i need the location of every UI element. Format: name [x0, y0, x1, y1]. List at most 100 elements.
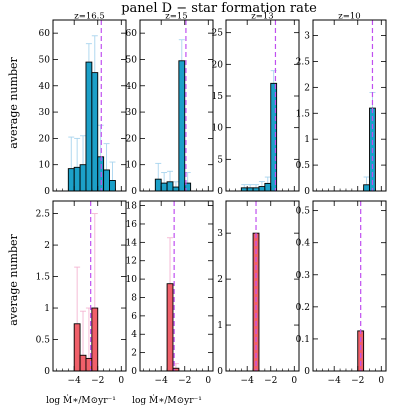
bar — [91, 72, 99, 192]
bar — [160, 182, 168, 192]
ytick-label: 2 — [217, 275, 223, 285]
xtick-label: −4 — [328, 376, 342, 386]
ytick-label: 16 — [126, 220, 138, 230]
xtick-label: −2 — [264, 376, 277, 386]
bar — [67, 168, 75, 192]
panel-top-4: 0 0.5 1 1.5 2 2.5 3 z=10 — [296, 12, 387, 197]
ytick-label: 14 — [126, 238, 138, 248]
bar — [73, 323, 81, 372]
ytick-label: 0 — [131, 187, 137, 197]
bar — [172, 186, 180, 192]
ytick-label: 3 — [217, 229, 223, 239]
bar — [363, 184, 370, 192]
xtick-label: −2 — [91, 376, 104, 386]
panel-top-3: 0 5 10 15 20 25 z=13 — [212, 12, 300, 197]
ytick-label: 50 — [39, 55, 51, 65]
bar — [73, 166, 81, 192]
xtick-label: −4 — [241, 376, 255, 386]
ytick-label: 20 — [39, 134, 51, 144]
ytick-label: 10 — [126, 161, 138, 171]
ytick-label: 1.5 — [296, 109, 311, 119]
ylabel-top: average number — [7, 56, 20, 148]
xtick-label: 0 — [378, 376, 384, 386]
ytick-label: 10 — [212, 124, 224, 134]
bar — [79, 354, 87, 372]
ytick-label: 8 — [131, 293, 137, 303]
xlabel-1: log Ṁ∗/M⊙yr⁻¹ — [46, 394, 116, 406]
ytick-label: 4 — [131, 330, 137, 340]
ytick-label: 0 — [304, 367, 310, 377]
bar — [166, 181, 174, 192]
panel-bottom-1: 0 0.5 1 1.5 2 2.5 −4 −2 0 — [36, 200, 127, 386]
panels: 0102030405060z=16.50102030405060z=150510… — [36, 12, 387, 386]
bar — [103, 169, 110, 192]
ytick-label: 0.2 — [296, 303, 310, 313]
ytick-label: 25 — [212, 29, 224, 39]
ytick-label: 0.1 — [296, 335, 310, 345]
bar — [85, 61, 93, 192]
xtick-label: −4 — [68, 376, 82, 386]
ytick-label: 0.4 — [296, 239, 311, 249]
ytick-label: 0.5 — [36, 336, 51, 346]
ytick-label: 15 — [212, 92, 224, 102]
ytick-label: 2.5 — [296, 57, 311, 67]
xtick-label: 0 — [118, 376, 124, 386]
xtick-label: −2 — [351, 376, 364, 386]
ytick-label: 5 — [217, 155, 223, 165]
ytick-label: 30 — [126, 108, 138, 118]
axes-frame — [139, 19, 214, 192]
ytick-label: 60 — [39, 29, 51, 39]
ytick-label: 3 — [304, 32, 310, 42]
panel-bottom-2: 0 2 4 6 8 10 12 14 16 18 −4 −2 0 — [126, 200, 214, 386]
panel-label: z=10 — [338, 12, 360, 22]
bar — [166, 283, 174, 372]
bar — [91, 307, 99, 372]
ytick-label: 30 — [39, 108, 51, 118]
ytick-label: 12 — [126, 257, 137, 267]
bar — [154, 178, 162, 192]
xtick-label: −4 — [155, 376, 169, 386]
ytick-label: 10 — [126, 275, 138, 285]
axes-frame — [52, 200, 127, 372]
axes-frame — [312, 200, 387, 372]
ytick-label: 18 — [126, 202, 138, 212]
ytick-label: 0 — [217, 187, 223, 197]
ytick-label: 20 — [212, 60, 224, 70]
axes-frame — [312, 19, 387, 192]
ytick-label: 0.5 — [296, 161, 311, 171]
panel-label: z=13 — [251, 12, 273, 22]
ytick-label: 0 — [217, 367, 223, 377]
panel-bottom-3: 0 1 2 3 −4 −2 0 — [217, 200, 300, 386]
bar — [109, 180, 116, 192]
bar — [264, 182, 272, 192]
xtick-label: −2 — [178, 376, 191, 386]
panel-label: z=16.5 — [74, 12, 105, 22]
ylabel-bottom: average number — [7, 233, 20, 325]
ytick-label: 2 — [131, 349, 137, 359]
bar — [258, 186, 266, 192]
ytick-label: 1 — [217, 321, 223, 331]
xtick-label: 0 — [291, 376, 297, 386]
ytick-label: 1 — [44, 304, 50, 314]
axes-frame — [225, 19, 300, 192]
ytick-label: 40 — [39, 82, 51, 92]
panel-top-1: 0 10 20 30 40 50 60 z=16.5 — [39, 12, 127, 197]
xtick-label: 0 — [205, 376, 211, 386]
ytick-label: 40 — [126, 82, 138, 92]
ytick-label: 10 — [39, 161, 51, 171]
ytick-label: 20 — [126, 134, 138, 144]
panel-bottom-4: 0 0.1 0.2 0.3 0.4 0.5 −4 −2 0 — [296, 200, 387, 386]
xlabel-2: log Ṁ∗/M⊙yr⁻¹ — [132, 394, 202, 406]
ytick-label: 50 — [126, 55, 138, 65]
ytick-label: 0 — [304, 187, 310, 197]
ytick-label: 0 — [44, 187, 50, 197]
ytick-label: 0 — [131, 367, 137, 377]
panel-label: z=15 — [165, 12, 187, 22]
ytick-label: 2 — [304, 83, 310, 93]
axes-frame — [139, 200, 214, 372]
ytick-label: 60 — [126, 29, 138, 39]
figure-title: panel D − star formation rate — [121, 1, 317, 16]
ytick-label: 0 — [44, 367, 50, 377]
ytick-label: 1.5 — [36, 273, 51, 283]
